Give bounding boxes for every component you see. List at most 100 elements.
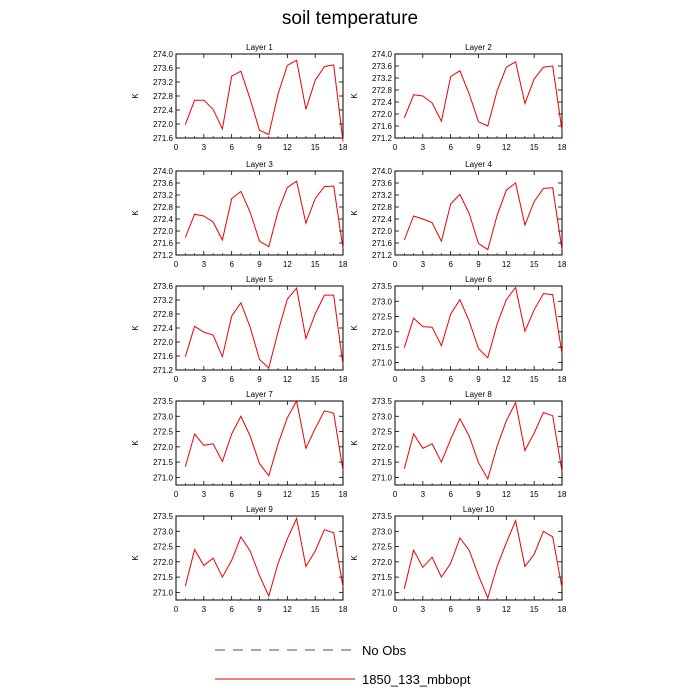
y-tick-label: 273.5 (372, 512, 393, 521)
series-line (403, 286, 563, 359)
x-tick-label: 9 (476, 260, 481, 269)
y-tick-label: 272.5 (372, 313, 393, 322)
y-tick-label: 272.0 (372, 227, 393, 236)
plot-frame (394, 400, 563, 486)
y-tick-label: 271.5 (153, 573, 174, 582)
x-tick-label: 12 (283, 143, 292, 152)
panel-layer-10: Layer 10 0 3 6 9 12 15 18 273.5 273.0 272.5 272.0 27… (350, 505, 567, 614)
panel-layer-1: Layer 1 0 3 6 9 12 15 18 274.0 273.6 273.2 272.8 272… (131, 43, 348, 152)
x-tick-label: 9 (257, 490, 262, 499)
y-tick-label: 273.5 (153, 397, 174, 406)
panel-layer-3: Layer 3 0 3 6 9 12 15 18 274.0 273.6 273.2 272.8 272… (131, 160, 348, 269)
y-tick-label: 272.5 (372, 543, 393, 552)
y-tick-label: 272.0 (372, 328, 393, 337)
y-tick-label: 273.0 (372, 527, 393, 536)
x-tick-label: 0 (393, 605, 398, 614)
x-tick-label: 0 (393, 490, 398, 499)
y-tick-label: 272.0 (372, 443, 393, 452)
series-line (403, 61, 563, 131)
y-tick-label: 272.5 (153, 428, 174, 437)
panel-layer-7: Layer 7 0 3 6 9 12 15 18 273.5 273.0 272.5 272.0 271… (131, 390, 348, 499)
x-tick-label: 12 (502, 490, 511, 499)
series-line (184, 286, 344, 369)
y-tick-label: 271.2 (372, 134, 393, 143)
legend-label-2: 1850_133_mbbopt (362, 672, 471, 687)
x-tick-label: 3 (421, 605, 426, 614)
x-tick-label: 3 (202, 375, 207, 384)
x-tick-label: 15 (311, 260, 320, 269)
y-tick-label: 273.0 (372, 297, 393, 306)
panel-layer-4: Layer 4 0 3 6 9 12 15 18 274.0 273.6 273.2 272.8 272… (350, 160, 567, 269)
x-tick-label: 6 (448, 375, 453, 384)
y-tick-label: 271.0 (372, 588, 393, 597)
series-line (184, 180, 344, 249)
y-tick-label: 273.0 (372, 412, 393, 421)
y-axis-label: K (350, 440, 359, 446)
y-tick-label: 272.8 (153, 203, 174, 212)
y-tick-label: 272.5 (372, 428, 393, 437)
x-tick-label: 9 (476, 143, 481, 152)
x-tick-label: 12 (283, 605, 292, 614)
x-tick-label: 0 (174, 605, 179, 614)
y-tick-label: 273.6 (153, 179, 174, 188)
y-axis-label: K (131, 555, 140, 561)
panel-title: Layer 7 (246, 390, 273, 399)
y-tick-label: 271.0 (153, 588, 174, 597)
panel-title: Layer 4 (465, 160, 492, 169)
x-tick-label: 6 (229, 143, 234, 152)
x-tick-label: 18 (558, 605, 567, 614)
y-tick-label: 272.8 (372, 203, 393, 212)
x-tick-label: 3 (421, 490, 426, 499)
y-tick-label: 272.0 (153, 558, 174, 567)
y-tick-label: 271.6 (153, 239, 174, 248)
x-tick-label: 15 (311, 375, 320, 384)
y-tick-label: 274.0 (372, 167, 393, 176)
x-tick-label: 6 (448, 490, 453, 499)
y-tick-label: 273.6 (153, 282, 174, 291)
series-line (403, 518, 563, 600)
y-axis-label: K (131, 325, 140, 331)
series-line (403, 400, 563, 481)
y-axis-label: K (131, 93, 140, 99)
x-tick-label: 6 (229, 375, 234, 384)
series-line (184, 59, 344, 142)
x-tick-label: 6 (448, 143, 453, 152)
y-tick-label: 272.5 (153, 543, 174, 552)
x-tick-label: 0 (174, 143, 179, 152)
x-tick-label: 6 (448, 605, 453, 614)
x-tick-label: 0 (174, 375, 179, 384)
x-tick-label: 18 (339, 605, 348, 614)
x-tick-label: 6 (448, 260, 453, 269)
plot-frame (175, 285, 344, 371)
x-tick-label: 9 (476, 605, 481, 614)
plot-frame (394, 515, 563, 601)
y-tick-label: 272.0 (153, 443, 174, 452)
panel-layer-9: Layer 9 0 3 6 9 12 15 18 273.5 273.0 272.5 272.0 271… (131, 505, 348, 614)
y-axis-label: K (350, 210, 359, 216)
plot-frame (394, 285, 563, 371)
x-tick-label: 3 (202, 605, 207, 614)
y-tick-label: 273.5 (153, 512, 174, 521)
y-tick-label: 273.2 (153, 191, 174, 200)
x-tick-label: 9 (476, 375, 481, 384)
y-axis-label: K (131, 440, 140, 446)
y-tick-label: 271.6 (372, 122, 393, 131)
y-axis-label: K (350, 325, 359, 331)
y-tick-label: 271.5 (372, 458, 393, 467)
panel-title: Layer 10 (463, 505, 495, 514)
panel-title: Layer 2 (465, 43, 492, 52)
series-line (184, 399, 344, 477)
x-tick-label: 12 (283, 375, 292, 384)
x-tick-label: 3 (202, 143, 207, 152)
y-tick-label: 271.6 (153, 352, 174, 361)
x-tick-label: 12 (502, 260, 511, 269)
y-tick-label: 273.5 (372, 397, 393, 406)
panel-title: Layer 5 (246, 275, 273, 284)
y-tick-label: 271.6 (372, 239, 393, 248)
y-tick-label: 274.0 (153, 50, 174, 59)
y-tick-label: 271.2 (372, 251, 393, 260)
y-axis-label: K (131, 210, 140, 216)
y-tick-label: 273.5 (372, 282, 393, 291)
x-tick-label: 18 (558, 143, 567, 152)
x-tick-label: 15 (530, 260, 539, 269)
